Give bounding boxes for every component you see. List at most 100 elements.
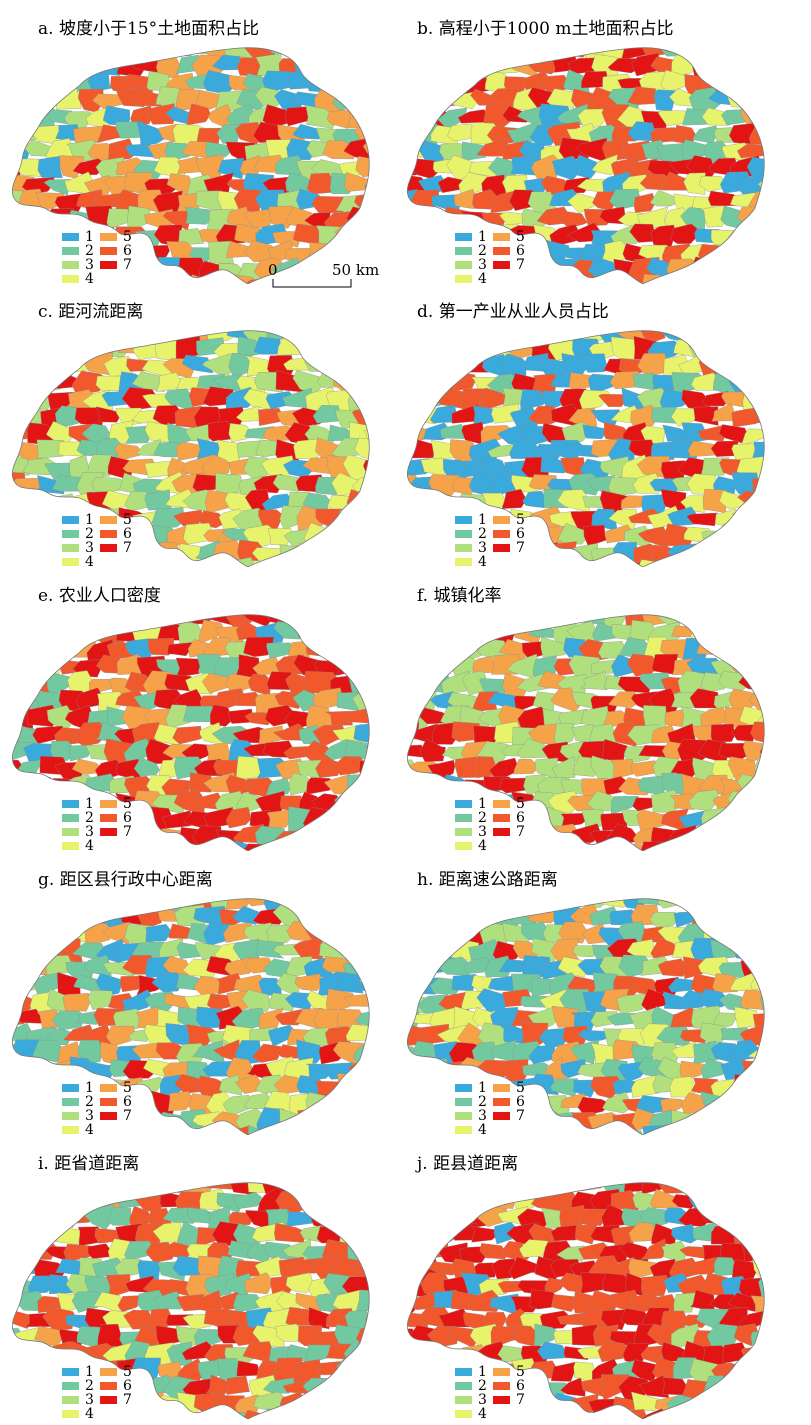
district-polygon bbox=[407, 71, 412, 96]
district-polygon bbox=[377, 975, 395, 995]
legend-label: 7 bbox=[123, 1392, 132, 1408]
district-polygon bbox=[780, 961, 790, 979]
district-polygon bbox=[12, 776, 36, 799]
district-polygon bbox=[357, 826, 370, 849]
map-panel-f: f. 城镇化率 1 2 3 4 5 6 7 bbox=[395, 567, 790, 854]
district-polygon bbox=[347, 841, 370, 851]
district-polygon bbox=[416, 75, 452, 93]
district-polygon bbox=[306, 1182, 333, 1193]
district-polygon bbox=[12, 622, 22, 641]
district-polygon bbox=[757, 239, 765, 265]
district-polygon bbox=[754, 757, 765, 775]
district-polygon bbox=[454, 756, 479, 778]
district-polygon bbox=[181, 354, 214, 374]
legend-swatch bbox=[62, 1084, 79, 1092]
district-polygon bbox=[25, 1099, 56, 1109]
district-polygon bbox=[753, 338, 765, 357]
district-polygon bbox=[566, 222, 602, 243]
legend-label: 3 bbox=[478, 824, 487, 840]
legend-item-3: 3 bbox=[455, 824, 487, 840]
district-polygon bbox=[343, 922, 370, 947]
district-polygon bbox=[84, 614, 116, 623]
district-polygon bbox=[741, 522, 765, 545]
district-polygon bbox=[789, 906, 790, 925]
legend-item-4: 4 bbox=[62, 1122, 94, 1138]
district-polygon bbox=[26, 614, 58, 629]
district-polygon bbox=[15, 791, 45, 816]
district-polygon bbox=[386, 1376, 395, 1397]
legend-swatch bbox=[493, 516, 510, 524]
district-polygon bbox=[770, 621, 790, 645]
district-polygon bbox=[295, 620, 326, 645]
district-polygon bbox=[12, 639, 34, 660]
choropleth-map bbox=[12, 614, 370, 851]
district-polygon bbox=[769, 472, 790, 495]
legend-swatch bbox=[62, 247, 79, 255]
district-polygon bbox=[437, 898, 474, 913]
map-panel-b: b. 高程小于1000 m土地面积占比 1 2 3 4 5 6 7 bbox=[395, 0, 790, 287]
district-polygon bbox=[729, 340, 760, 362]
district-polygon bbox=[407, 657, 417, 677]
legend-swatch bbox=[455, 247, 472, 255]
district-polygon bbox=[376, 474, 395, 495]
district-polygon bbox=[658, 1125, 690, 1135]
district-polygon bbox=[37, 155, 65, 179]
district-polygon bbox=[752, 1011, 765, 1027]
district-polygon bbox=[630, 404, 658, 430]
legend-item-2: 2 bbox=[455, 1094, 487, 1110]
district-polygon bbox=[657, 898, 690, 909]
district-polygon bbox=[26, 922, 55, 939]
district-polygon bbox=[326, 1209, 353, 1230]
district-polygon bbox=[551, 756, 576, 779]
legend-label: 7 bbox=[123, 824, 132, 840]
district-polygon bbox=[732, 1111, 756, 1130]
district-polygon bbox=[769, 511, 790, 528]
district-polygon bbox=[12, 904, 21, 922]
district-polygon bbox=[557, 330, 590, 339]
district-polygon bbox=[103, 1127, 132, 1135]
district-polygon bbox=[407, 509, 418, 526]
district-polygon bbox=[32, 1363, 66, 1383]
district-polygon bbox=[287, 330, 314, 340]
district-polygon bbox=[747, 157, 765, 181]
district-polygon bbox=[412, 619, 437, 641]
district-polygon bbox=[452, 337, 481, 354]
district-polygon bbox=[407, 1127, 414, 1135]
legend-swatch bbox=[493, 1368, 510, 1376]
district-polygon bbox=[772, 123, 790, 145]
district-polygon bbox=[342, 531, 370, 547]
district-polygon bbox=[377, 125, 395, 139]
district-polygon bbox=[383, 1245, 395, 1260]
district-polygon bbox=[407, 921, 413, 943]
district-polygon bbox=[354, 1010, 370, 1030]
district-polygon bbox=[85, 330, 115, 342]
legend-item-5: 5 bbox=[100, 512, 132, 528]
district-polygon bbox=[419, 1204, 453, 1230]
district-polygon bbox=[305, 1092, 337, 1116]
legend-item-6: 6 bbox=[493, 810, 525, 826]
district-polygon bbox=[146, 558, 175, 567]
legend-label: 6 bbox=[123, 1378, 132, 1394]
legend-item-5: 5 bbox=[493, 1364, 525, 1380]
district-polygon bbox=[407, 359, 429, 377]
district-polygon bbox=[481, 614, 514, 627]
district-polygon bbox=[727, 790, 760, 812]
district-polygon bbox=[728, 53, 762, 77]
district-polygon bbox=[407, 541, 418, 562]
district-polygon bbox=[76, 53, 103, 76]
district-polygon bbox=[662, 1377, 687, 1396]
legend-swatch bbox=[100, 544, 117, 552]
district-polygon bbox=[276, 338, 303, 356]
district-polygon bbox=[27, 898, 54, 912]
district-polygon bbox=[768, 727, 790, 747]
district-polygon bbox=[12, 508, 29, 528]
district-polygon bbox=[385, 175, 395, 194]
district-polygon bbox=[732, 507, 756, 525]
district-polygon bbox=[275, 544, 309, 565]
district-polygon bbox=[768, 544, 790, 562]
district-polygon bbox=[361, 614, 370, 624]
district-polygon bbox=[524, 330, 549, 344]
district-polygon bbox=[382, 1026, 395, 1048]
district-polygon bbox=[12, 92, 26, 112]
district-polygon bbox=[375, 372, 395, 390]
